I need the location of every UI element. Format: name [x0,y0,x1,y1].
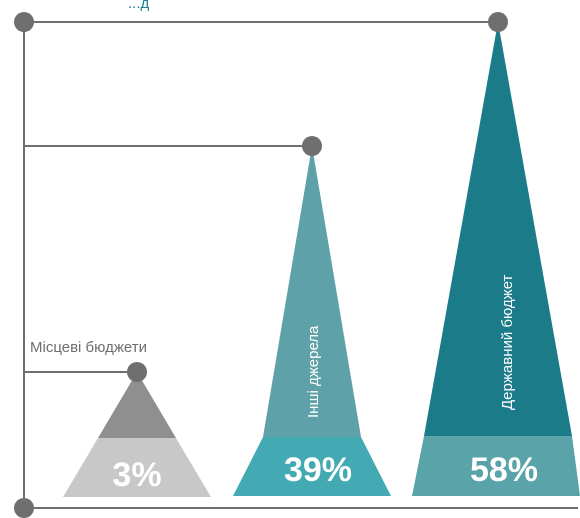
bar-state-base [412,436,580,496]
marker-state [488,12,508,32]
bar-other-top [263,146,361,437]
bar-state-top [424,22,572,436]
value-label-other: 39% [284,451,352,489]
marker-other [302,136,322,156]
chart-title-fragment: ...д [128,0,150,12]
leader-lines [23,21,578,509]
label-other: Інші джерела [305,325,322,418]
value-label-local: 3% [112,456,161,494]
marker-top-left [14,12,34,32]
marker-local [127,362,147,382]
label-state: Державний бюджет [499,274,516,410]
bars [63,22,580,497]
bar-local-top [98,372,176,438]
value-label-state: 58% [470,451,538,489]
bar-local-base [63,438,211,497]
bar-other-base [233,437,391,496]
markers [14,12,508,518]
label-local: Місцеві бюджети [30,339,147,356]
marker-bottom-left [14,498,34,518]
